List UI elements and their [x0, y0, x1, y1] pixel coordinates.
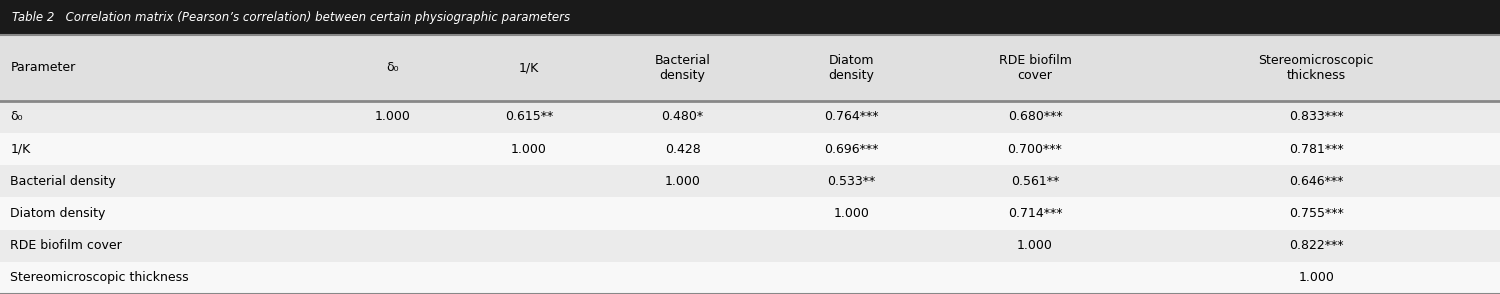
Text: Stereomicroscopic thickness: Stereomicroscopic thickness — [10, 271, 189, 284]
Text: 1.000: 1.000 — [664, 175, 700, 188]
Text: 0.764***: 0.764*** — [824, 111, 879, 123]
Text: Diatom
density: Diatom density — [828, 54, 874, 82]
Text: 0.428: 0.428 — [664, 143, 700, 156]
FancyBboxPatch shape — [0, 198, 1500, 230]
Text: Bacterial
density: Bacterial density — [654, 54, 711, 82]
FancyBboxPatch shape — [0, 133, 1500, 165]
Text: 1.000: 1.000 — [1299, 271, 1334, 284]
Text: 1.000: 1.000 — [512, 143, 546, 156]
FancyBboxPatch shape — [0, 35, 1500, 101]
Text: Table 2   Correlation matrix (Pearson’s correlation) between certain physiograph: Table 2 Correlation matrix (Pearson’s co… — [12, 11, 570, 24]
Text: Bacterial density: Bacterial density — [10, 175, 117, 188]
Text: 0.822***: 0.822*** — [1288, 239, 1344, 252]
Text: 0.781***: 0.781*** — [1288, 143, 1344, 156]
FancyBboxPatch shape — [0, 101, 1500, 133]
Text: 0.833***: 0.833*** — [1288, 111, 1344, 123]
Text: 1.000: 1.000 — [834, 207, 868, 220]
Text: 0.561**: 0.561** — [1011, 175, 1059, 188]
Text: Parameter: Parameter — [10, 61, 75, 74]
Text: 1/K: 1/K — [519, 61, 538, 74]
FancyBboxPatch shape — [0, 230, 1500, 262]
Text: Diatom density: Diatom density — [10, 207, 106, 220]
FancyBboxPatch shape — [0, 165, 1500, 198]
Text: 1.000: 1.000 — [375, 111, 410, 123]
Text: 0.615**: 0.615** — [504, 111, 554, 123]
Text: Stereomicroscopic
thickness: Stereomicroscopic thickness — [1258, 54, 1374, 82]
FancyBboxPatch shape — [0, 0, 1500, 35]
Text: 0.680***: 0.680*** — [1008, 111, 1062, 123]
Text: 0.714***: 0.714*** — [1008, 207, 1062, 220]
Text: 0.646***: 0.646*** — [1288, 175, 1344, 188]
FancyBboxPatch shape — [0, 262, 1500, 294]
Text: 0.533**: 0.533** — [827, 175, 876, 188]
Text: δ₀: δ₀ — [386, 61, 399, 74]
Text: δ₀: δ₀ — [10, 111, 22, 123]
Text: RDE biofilm
cover: RDE biofilm cover — [999, 54, 1071, 82]
Text: 0.480*: 0.480* — [662, 111, 704, 123]
Text: 0.755***: 0.755*** — [1288, 207, 1344, 220]
Text: 0.696***: 0.696*** — [824, 143, 879, 156]
Text: 1/K: 1/K — [10, 143, 30, 156]
Text: 1.000: 1.000 — [1017, 239, 1053, 252]
Text: RDE biofilm cover: RDE biofilm cover — [10, 239, 123, 252]
Text: 0.700***: 0.700*** — [1008, 143, 1062, 156]
